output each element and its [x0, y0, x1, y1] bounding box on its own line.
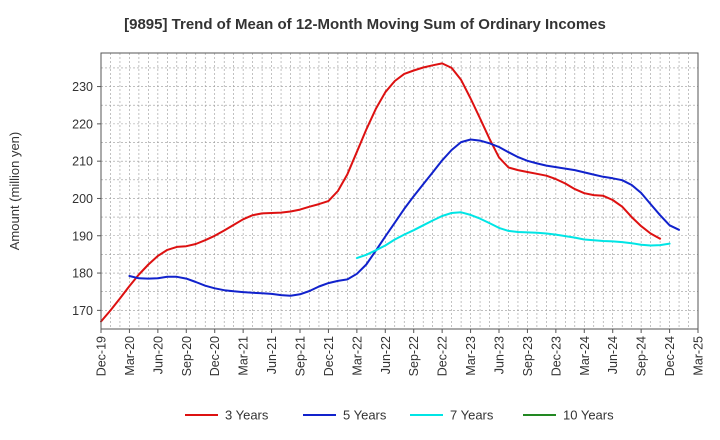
series-line-7-years	[355, 211, 671, 260]
y-tick-label: 220	[72, 117, 93, 131]
x-axis-ticks: Dec-19 Mar-20 Jun-20 Sep-20 Dec-20 Mar-21 Jun-…	[95, 329, 706, 376]
chart-title: [9895] Trend of Mean of 12-Month Moving …	[124, 16, 606, 33]
plot-area	[100, 52, 699, 330]
y-axis-label: Amount (million yen)	[7, 132, 22, 251]
x-tick-label: Mar-25	[692, 336, 706, 376]
x-tick-label: Dec-24	[663, 336, 677, 376]
y-tick-label: 190	[72, 229, 93, 243]
x-tick-label: Sep-21	[294, 336, 308, 376]
y-tick-label: 230	[72, 80, 93, 94]
x-tick-label: Dec-23	[549, 336, 563, 376]
legend-label-7-years: 7 Years	[450, 408, 494, 423]
x-tick-label: Mar-21	[237, 336, 251, 376]
x-tick-label: Jun-24	[606, 336, 620, 374]
x-tick-label: Dec-22	[436, 336, 450, 376]
y-tick-label: 200	[72, 192, 93, 206]
x-tick-label: Dec-21	[322, 336, 336, 376]
series-line-5-years	[128, 138, 680, 297]
x-tick-label: Mar-24	[578, 336, 592, 376]
series-layer	[100, 62, 680, 323]
plot-background	[100, 52, 699, 330]
x-tick-label: Jun-20	[151, 336, 165, 374]
y-tick-label: 210	[72, 155, 93, 169]
y-axis-ticks: 170 180 190 200 210 220 230	[72, 80, 101, 318]
legend: 3 Years 5 Years 7 Years 10 Years	[185, 408, 614, 423]
legend-label-3-years: 3 Years	[225, 408, 269, 423]
y-tick-label: 170	[72, 304, 93, 318]
x-tick-label: Dec-19	[95, 336, 109, 376]
legend-label-5-years: 5 Years	[343, 408, 387, 423]
x-tick-label: Sep-22	[407, 336, 421, 376]
x-tick-label: Mar-22	[350, 336, 364, 376]
x-tick-label: Dec-20	[208, 336, 222, 376]
x-tick-label: Sep-23	[521, 336, 535, 376]
series-line-3-years	[100, 62, 662, 323]
x-tick-label: Jun-21	[265, 336, 279, 374]
x-tick-label: Mar-23	[464, 336, 478, 376]
x-tick-label: Sep-24	[635, 336, 649, 376]
x-tick-label: Jun-22	[379, 336, 393, 374]
x-tick-label: Sep-20	[180, 336, 194, 376]
grid-lines	[101, 53, 698, 329]
x-tick-label: Mar-20	[123, 336, 137, 376]
plot-border	[100, 52, 699, 330]
legend-label-10-years: 10 Years	[563, 408, 614, 423]
x-tick-label: Jun-23	[493, 336, 507, 374]
y-tick-label: 180	[72, 267, 93, 281]
